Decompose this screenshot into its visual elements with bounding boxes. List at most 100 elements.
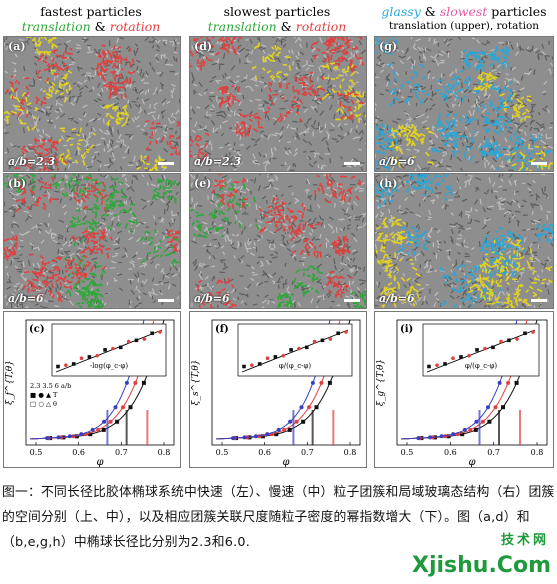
column-glassy: glassy & slowest particles translation (… xyxy=(372,0,556,470)
inset-point xyxy=(297,346,301,351)
aspect-ratio-label: a/b=6 xyxy=(379,155,415,168)
data-point xyxy=(56,435,61,440)
panel-b: (b) a/b=6 xyxy=(3,173,181,309)
panel-label: (g) xyxy=(379,40,398,53)
inset-plot xyxy=(237,323,353,377)
inset-point xyxy=(435,363,439,368)
x-tick-label: 0.7 xyxy=(487,448,500,457)
data-point xyxy=(108,419,113,424)
data-point xyxy=(451,432,456,437)
scale-bar xyxy=(158,299,174,302)
data-point xyxy=(128,405,133,410)
inset-point xyxy=(523,331,527,336)
data-point xyxy=(265,432,270,437)
data-point xyxy=(231,436,236,441)
inset-point xyxy=(134,338,139,343)
data-point xyxy=(299,405,304,410)
data-point xyxy=(282,427,287,432)
column-header: fastest particles translation & rotation xyxy=(0,4,182,34)
data-point xyxy=(121,405,125,410)
inset-point xyxy=(507,338,511,343)
x-tick-label: 0.5 xyxy=(216,448,229,457)
data-point xyxy=(319,380,324,385)
data-point xyxy=(327,380,332,385)
x-tick-label: 0.7 xyxy=(301,448,314,457)
data-point xyxy=(141,380,146,385)
data-point xyxy=(493,405,498,410)
data-point xyxy=(468,427,473,432)
data-point xyxy=(294,419,299,424)
inset-point xyxy=(56,364,60,369)
x-tick-label: 0.8 xyxy=(531,448,544,457)
inset-point xyxy=(79,356,84,360)
scale-bar xyxy=(344,162,360,165)
data-point xyxy=(274,432,279,437)
aspect-ratio-label: a/b=6 xyxy=(194,292,230,305)
inset-point xyxy=(71,362,76,366)
inset-point xyxy=(312,339,317,344)
inset-point xyxy=(475,348,479,352)
aspect-ratio-label: a/b=2.3 xyxy=(8,155,56,168)
data-point xyxy=(506,380,511,385)
data-point xyxy=(487,419,492,424)
panel-d: (d) a/b=2.3 xyxy=(189,36,367,172)
watermark-main: Xjishu.Com xyxy=(411,553,551,578)
data-point xyxy=(460,432,465,437)
data-point xyxy=(314,405,319,410)
inset-point xyxy=(111,346,115,351)
data-point xyxy=(253,434,258,439)
plot-i: (i) 0.5 0.6 0.7 0.8 φ ξ_g^{T,θ} φ/(φ_c-φ) xyxy=(374,311,554,468)
inset-point xyxy=(281,353,286,358)
inset-x-label: φ/(φ_c-φ) xyxy=(279,362,312,370)
inset-point xyxy=(250,363,254,368)
figure-caption: 图一：不同长径比胶体椭球系统中快速（左）、慢速（中）粒子团簇和局域玻璃态结构（右… xyxy=(2,485,555,550)
column-title: slowest particles xyxy=(223,4,331,19)
legend-row: ■ ● ▲ T xyxy=(30,391,58,399)
inset-point xyxy=(443,362,447,366)
data-point xyxy=(288,419,293,424)
data-point xyxy=(45,436,50,441)
aspect-ratio-label: a/b=2.3 xyxy=(194,155,242,168)
inset-point xyxy=(265,356,270,360)
inset-point xyxy=(64,363,68,368)
data-point xyxy=(101,427,106,432)
inset-point xyxy=(451,356,455,360)
watermark: 技术网 Xjishu.Com xyxy=(411,533,551,578)
panel-label: (a) xyxy=(8,40,26,53)
inset-point xyxy=(150,331,154,336)
plot-c: (c) 0.5 0.6 0.7 0.8 φ ξ_f^{T,θ} -log(φ_c-φ) 2.3 … xyxy=(3,311,181,468)
inset-point xyxy=(142,337,147,341)
column-subtitle: translation & rotation xyxy=(207,19,347,34)
data-point xyxy=(79,432,84,437)
scale-bar xyxy=(344,299,360,302)
x-tick-label: 0.5 xyxy=(401,448,414,457)
scale-bar xyxy=(531,299,547,302)
data-point xyxy=(480,419,485,424)
inset-point xyxy=(344,330,348,334)
x-tick-label: 0.8 xyxy=(344,448,357,457)
inset-point xyxy=(103,348,107,352)
data-point xyxy=(90,427,95,432)
plot-label: (c) xyxy=(29,324,45,335)
x-tick-label: 0.7 xyxy=(115,448,128,457)
inset-plot xyxy=(422,323,540,377)
panel-g: (g) a/b=6 xyxy=(374,36,554,172)
inset-point xyxy=(499,339,503,344)
data-point xyxy=(474,419,479,424)
data-point xyxy=(301,419,306,424)
data-point xyxy=(514,380,519,385)
inset-point xyxy=(87,355,92,359)
legend-row: 2.3 3.5 6 a/b xyxy=(30,382,71,390)
column-title: glassy & slowest particles xyxy=(381,4,547,19)
data-point xyxy=(124,380,129,385)
column-header: slowest particles translation & rotation xyxy=(186,4,368,34)
inset-point xyxy=(531,330,535,334)
inset-point xyxy=(459,355,463,359)
inset-point xyxy=(427,364,431,369)
data-point xyxy=(67,434,72,439)
plot-label: (f) xyxy=(215,324,229,335)
aspect-ratio-label: a/b=6 xyxy=(8,292,44,305)
panel-a: (a) a/b=2.3 xyxy=(3,36,181,172)
inset-point xyxy=(289,348,293,352)
data-point xyxy=(88,432,93,437)
